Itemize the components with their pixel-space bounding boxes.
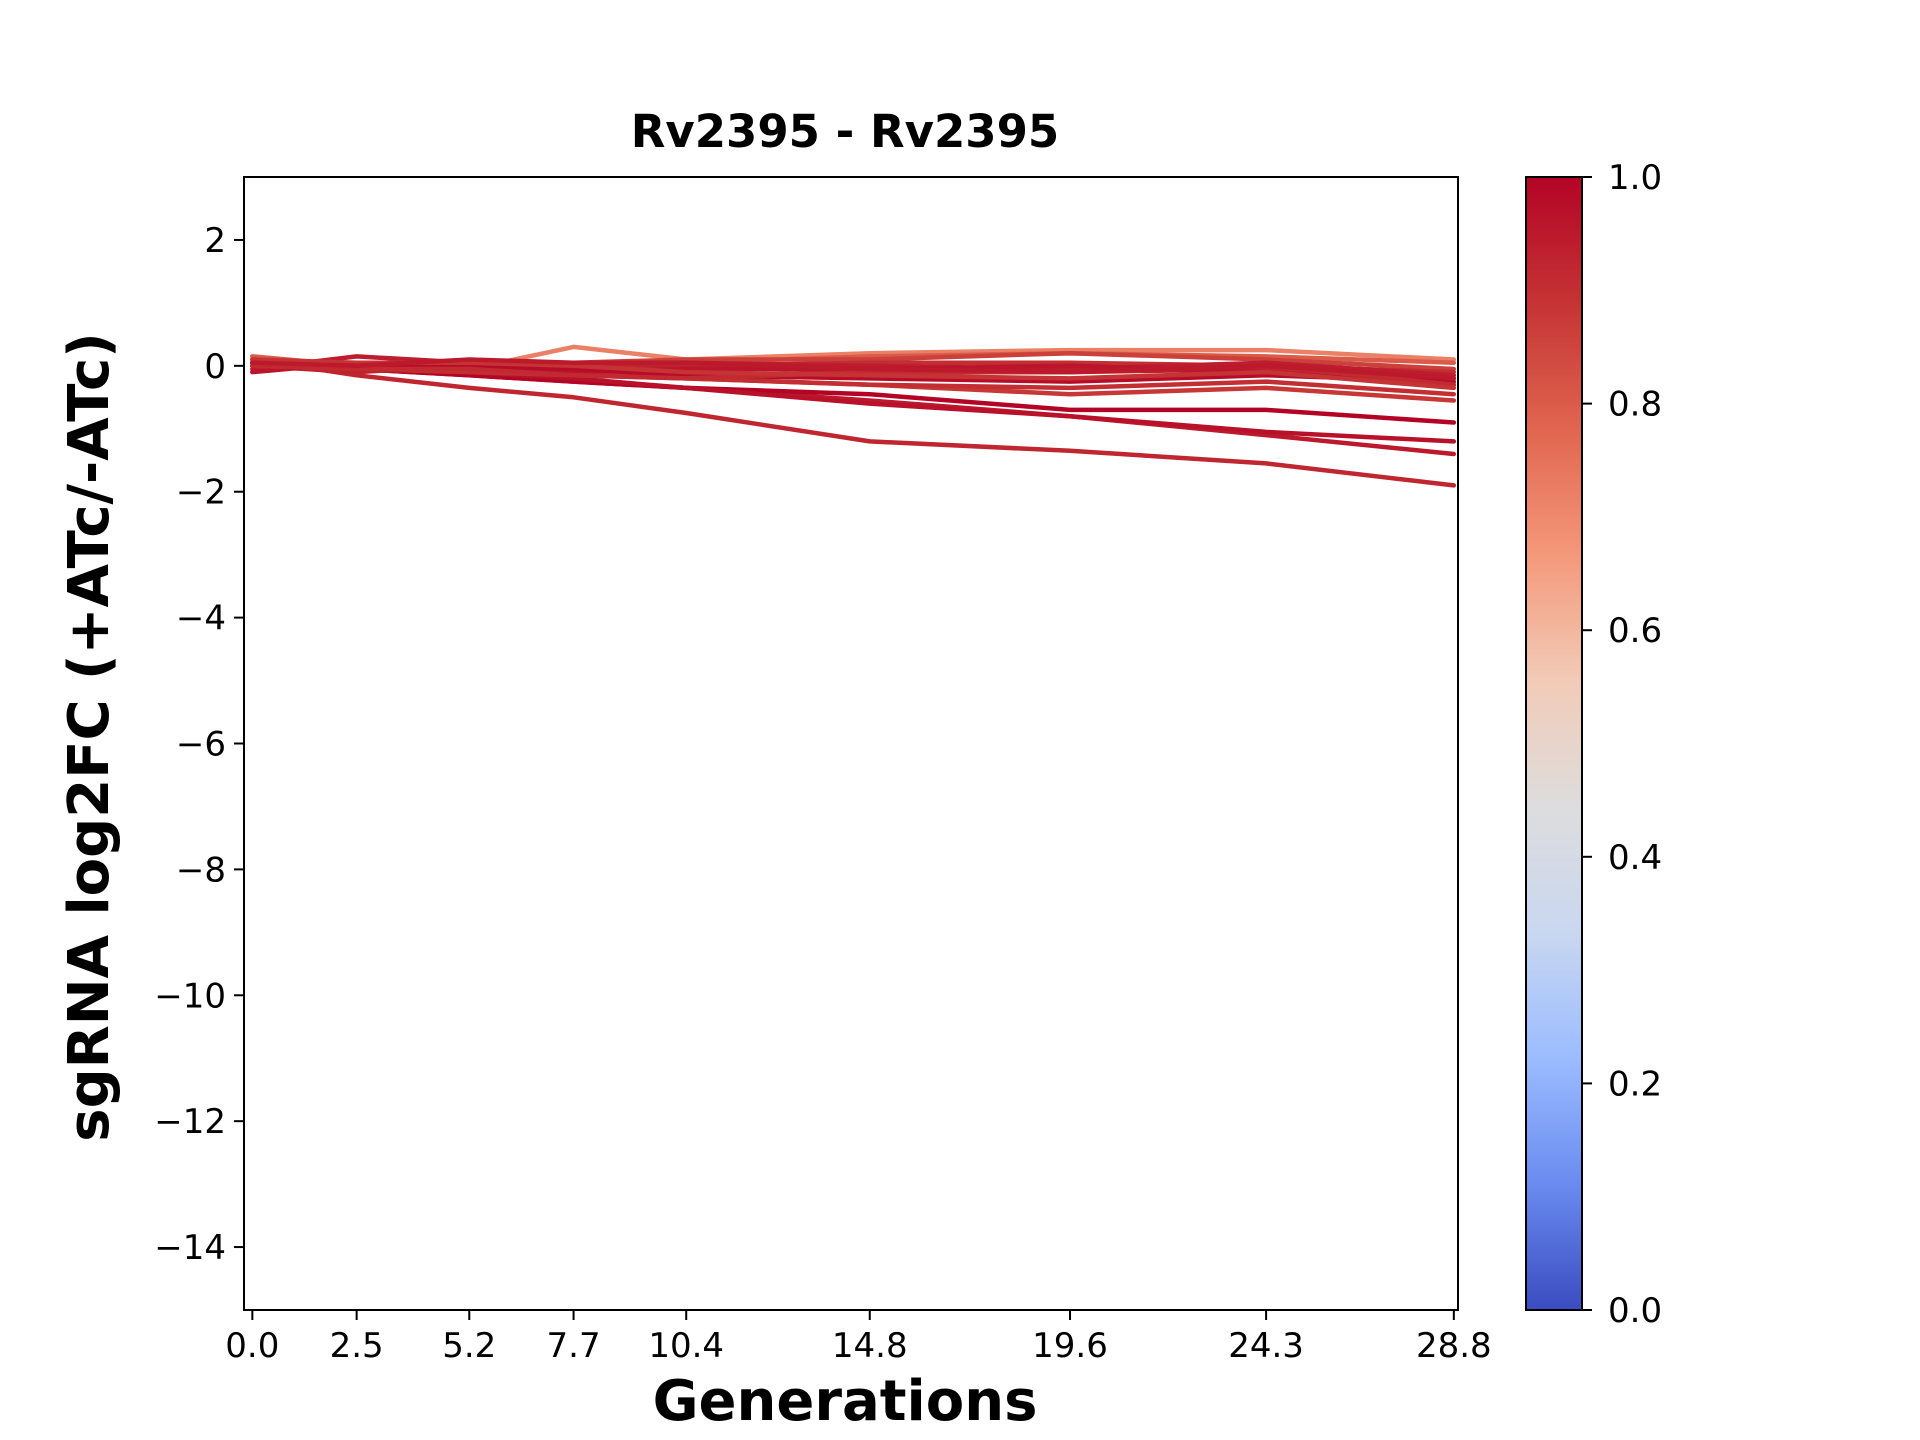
x-axis-title: Generations <box>653 1369 1038 1434</box>
series-line-1 <box>250 357 1457 488</box>
x-tick-label: 24.3 <box>1228 1326 1304 1366</box>
colorbar-gradient <box>1525 176 1583 1311</box>
colorbar-tick-label: 0.6 <box>1608 611 1662 651</box>
x-tick-label: 10.4 <box>648 1326 724 1366</box>
y-axis-title: sgRNA log2FC (+ATc/-ATc) <box>57 332 122 1142</box>
y-tick-label: −14 <box>154 1228 226 1268</box>
x-tick-label: 7.7 <box>547 1326 601 1366</box>
y-tick-label: −12 <box>154 1102 226 1142</box>
x-tick-label: 14.8 <box>832 1326 908 1366</box>
y-tick-label: −4 <box>176 599 226 639</box>
colorbar-tick-label: 0.2 <box>1608 1064 1662 1104</box>
x-tick-label: 2.5 <box>330 1326 384 1366</box>
colorbar: 0.0 0.2 0.4 0.6 0.8 1.0 <box>1525 158 1662 1331</box>
y-tick-label: −2 <box>176 473 226 513</box>
plot-area: 0.0 2.5 5.2 7.7 10.4 14.8 19.6 24.3 28.8 2 0 −2 −4 −6… <box>154 176 1492 1366</box>
x-tick-label: 0.0 <box>225 1326 279 1366</box>
chart-title: Rv2395 - Rv2395 <box>631 105 1059 158</box>
x-tick-label: 19.6 <box>1032 1326 1108 1366</box>
colorbar-tick-label: 0.4 <box>1608 838 1662 878</box>
series-line-17 <box>250 357 1457 381</box>
x-tick-label: 28.8 <box>1416 1326 1492 1366</box>
y-tick-label: −6 <box>176 725 226 765</box>
y-tick-label: −10 <box>154 976 226 1016</box>
colorbar-tick-label: 0.8 <box>1608 385 1662 425</box>
colorbar-tick-label: 0.0 <box>1608 1291 1662 1331</box>
y-tick-label: 0 <box>204 347 226 387</box>
x-tick-label: 5.2 <box>442 1326 496 1366</box>
colorbar-tick-label: 1.0 <box>1608 158 1662 198</box>
y-tick-label: 2 <box>204 221 226 261</box>
y-tick-label: −8 <box>176 850 226 890</box>
